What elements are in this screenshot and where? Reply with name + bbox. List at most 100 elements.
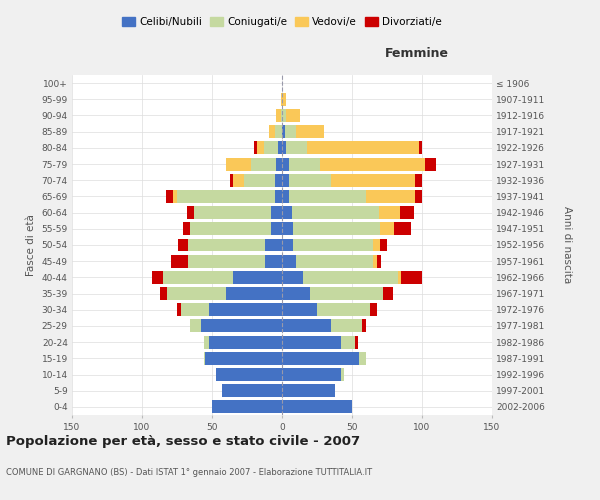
Bar (383, 287, 392, 300)
Bar (425, 158, 436, 170)
Bar (172, 254, 188, 268)
Bar (203, 352, 205, 365)
Bar (166, 190, 173, 203)
Bar (177, 190, 275, 203)
Bar (293, 238, 373, 252)
Bar (167, 287, 226, 300)
Bar (173, 190, 177, 203)
Text: COMUNE DI GARGNANO (BS) - Dati ISTAT 1° gennaio 2007 - Elaborazione TUTTITALIA.I: COMUNE DI GARGNANO (BS) - Dati ISTAT 1° … (6, 468, 372, 477)
Bar (271, 222, 282, 235)
Bar (269, 125, 275, 138)
Bar (307, 142, 419, 154)
Bar (415, 190, 422, 203)
Bar (293, 222, 380, 235)
Bar (282, 142, 286, 154)
Bar (216, 368, 282, 381)
Bar (209, 304, 282, 316)
Bar (275, 125, 282, 138)
Legend: Celibi/Nubili, Coniugati/e, Vedovi/e, Divorziati/e: Celibi/Nubili, Coniugati/e, Vedovi/e, Di… (118, 12, 446, 32)
Bar (152, 271, 163, 284)
Bar (282, 238, 293, 252)
Text: Popolazione per età, sesso e stato civile - 2007: Popolazione per età, sesso e stato civil… (6, 435, 360, 448)
Bar (254, 142, 257, 154)
Bar (359, 352, 366, 365)
Bar (277, 109, 281, 122)
Bar (331, 174, 415, 186)
Bar (282, 109, 286, 122)
Bar (265, 254, 282, 268)
Bar (398, 271, 401, 284)
Bar (415, 174, 422, 186)
Bar (282, 174, 289, 186)
Bar (401, 271, 422, 284)
Bar (289, 158, 320, 170)
Bar (296, 254, 373, 268)
Bar (205, 352, 282, 365)
Bar (226, 287, 282, 300)
Bar (286, 109, 300, 122)
Bar (233, 174, 244, 186)
Bar (194, 206, 271, 219)
Bar (341, 336, 355, 348)
Bar (282, 304, 317, 316)
Bar (394, 222, 411, 235)
Bar (188, 238, 265, 252)
Bar (264, 142, 278, 154)
Bar (282, 336, 341, 348)
Bar (282, 400, 352, 413)
Bar (181, 304, 209, 316)
Bar (282, 368, 341, 381)
Bar (366, 190, 415, 203)
Bar (281, 93, 282, 106)
Bar (278, 142, 282, 154)
Bar (282, 271, 303, 284)
Bar (201, 320, 282, 332)
Bar (265, 238, 282, 252)
Bar (160, 287, 167, 300)
Bar (303, 271, 398, 284)
Bar (282, 384, 335, 397)
Bar (282, 287, 310, 300)
Bar (289, 190, 366, 203)
Bar (282, 125, 285, 138)
Bar (251, 158, 277, 170)
Bar (282, 190, 289, 203)
Bar (209, 336, 282, 348)
Bar (277, 158, 282, 170)
Bar (400, 206, 413, 219)
Bar (331, 320, 362, 332)
Bar (285, 125, 296, 138)
Bar (190, 320, 201, 332)
Bar (178, 238, 188, 252)
Bar (380, 238, 387, 252)
Bar (275, 190, 282, 203)
Bar (282, 93, 286, 106)
Bar (341, 368, 344, 381)
Bar (379, 206, 400, 219)
Bar (362, 320, 366, 332)
Bar (380, 222, 394, 235)
Bar (282, 352, 359, 365)
Bar (282, 320, 331, 332)
Bar (289, 174, 331, 186)
Bar (203, 336, 209, 348)
Bar (212, 400, 282, 413)
Bar (187, 206, 194, 219)
Bar (292, 206, 379, 219)
Text: Femmine: Femmine (385, 46, 448, 60)
Bar (188, 254, 265, 268)
Bar (320, 158, 425, 170)
Bar (373, 254, 377, 268)
Bar (355, 336, 358, 348)
Bar (281, 109, 282, 122)
Bar (373, 238, 380, 252)
Bar (310, 287, 383, 300)
Bar (271, 206, 282, 219)
Bar (296, 125, 324, 138)
Bar (419, 142, 422, 154)
Bar (233, 271, 282, 284)
Bar (282, 158, 289, 170)
Bar (177, 304, 181, 316)
Bar (190, 222, 271, 235)
Y-axis label: Anni di nascita: Anni di nascita (562, 206, 572, 284)
